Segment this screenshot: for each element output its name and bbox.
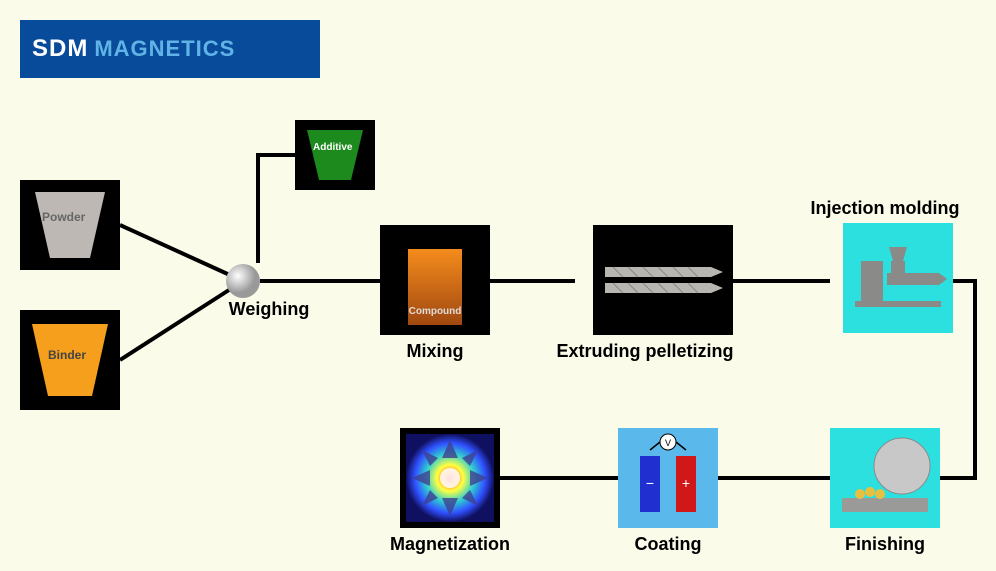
logo-text-1: SDM	[32, 35, 88, 63]
binder-label: Binder	[48, 348, 86, 362]
finishing-icon	[830, 428, 940, 528]
powder-label: Powder	[42, 210, 85, 224]
additive-label: Additive	[313, 142, 352, 153]
injection-label: Injection molding	[805, 198, 965, 219]
node-weighing: Weighing	[225, 263, 261, 299]
compound-label: Compound	[380, 306, 490, 317]
logo: SDM MAGNETICS	[20, 20, 320, 78]
logo-text-2: MAGNETICS	[94, 36, 235, 62]
mixing-label: Mixing	[407, 341, 464, 362]
node-injection: Injection molding	[830, 198, 965, 333]
node-mixing: Compound Mixing	[380, 225, 490, 362]
extruding-label: Extruding pelletizing	[540, 341, 750, 362]
node-finishing: Finishing	[830, 428, 940, 555]
injection-machine-icon	[843, 223, 953, 333]
node-extruding: Extruding pelletizing	[575, 225, 750, 362]
weighing-sphere-icon	[225, 263, 261, 299]
node-coating: V − + Coating	[618, 428, 718, 555]
magnetization-icon	[400, 428, 500, 528]
svg-text:−: −	[646, 475, 654, 491]
coating-label: Coating	[635, 534, 702, 555]
extruder-icon	[593, 225, 733, 335]
node-powder: Powder	[20, 180, 120, 270]
finishing-label: Finishing	[845, 534, 925, 555]
magnetization-label: Magnetization	[390, 534, 510, 555]
node-binder: Binder	[20, 310, 120, 410]
coating-icon: V − +	[618, 428, 718, 528]
svg-text:V: V	[665, 438, 671, 448]
weighing-label: Weighing	[209, 299, 329, 320]
svg-text:+: +	[682, 475, 690, 491]
node-magnetization: Magnetization	[390, 428, 510, 555]
node-additive: Additive	[295, 120, 375, 190]
